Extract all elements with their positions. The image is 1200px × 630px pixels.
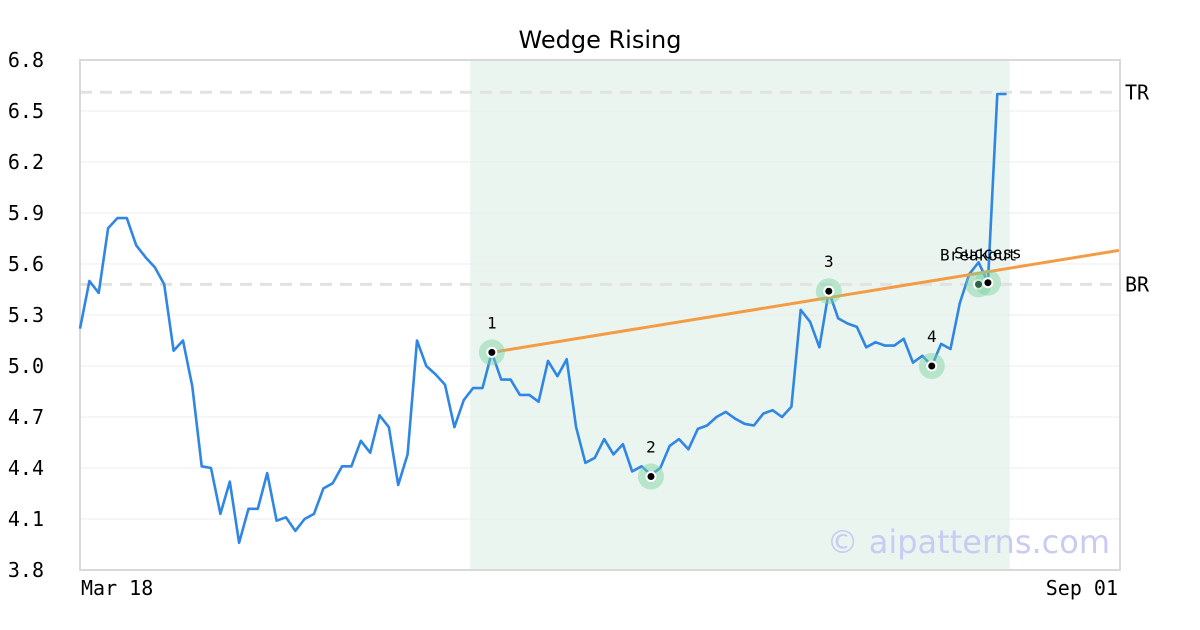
pattern-point-2: [647, 473, 655, 480]
x-tick-end: Sep 01: [1046, 576, 1118, 600]
pattern-point-label: Success: [954, 244, 1021, 263]
reference-lines-layer: TR BR: [80, 80, 1150, 296]
pattern-point-1: [488, 348, 496, 356]
y-tick-label: 6.5: [8, 99, 44, 123]
y-tick-label: 4.4: [8, 456, 44, 480]
pattern-point-label: 1: [487, 313, 497, 332]
series-layer: [78, 92, 1007, 545]
y-tick-label: 6.8: [8, 48, 44, 72]
plot-frame: [79, 59, 1121, 571]
pattern-point-label: 3: [824, 252, 834, 271]
x-tick-start: Mar 18: [81, 576, 153, 600]
reference-label-br: BR: [1125, 272, 1150, 296]
watermark: © aipatterns.com: [827, 523, 1110, 561]
chart-title: Wedge Rising: [519, 26, 682, 54]
price-series-line: [78, 92, 1007, 545]
y-tick-label: 5.3: [8, 303, 44, 327]
y-tick-label: 6.2: [8, 150, 44, 174]
trendline-layer: [491, 248, 1120, 354]
pattern-point-label: 2: [646, 438, 656, 457]
y-tick-label: 5.9: [8, 201, 44, 225]
pattern-point-3: [825, 287, 833, 295]
pattern-point-success: [984, 279, 992, 287]
y-tick-label: 4.7: [8, 405, 44, 429]
y-tick-label: 4.1: [8, 507, 44, 531]
y-tick-label: 3.8: [8, 558, 44, 582]
pattern-point-breakout: [975, 280, 983, 288]
pattern-point-4: [928, 362, 936, 370]
reference-label-tr: TR: [1125, 80, 1150, 104]
pattern-point-label: 4: [927, 327, 937, 346]
y-axis-ticks: 6.8 6.5 6.2 5.9 5.6 5.3 5.0 4.7 4.4 4.1 3.8: [8, 48, 44, 582]
wedge-trendline: [491, 248, 1120, 354]
grid-layer: [80, 110, 1120, 520]
pattern-point-label: Breakout: [940, 245, 1017, 264]
y-tick-label: 5.0: [8, 354, 44, 378]
y-tick-label: 5.6: [8, 252, 44, 276]
